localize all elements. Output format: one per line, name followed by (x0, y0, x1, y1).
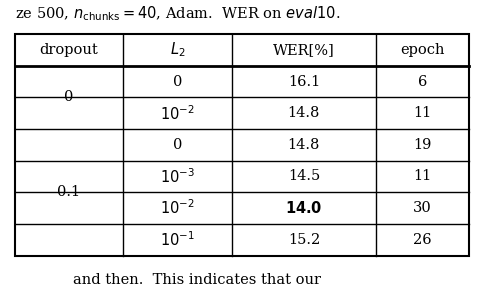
Text: 0: 0 (173, 138, 182, 152)
Text: $L_2$: $L_2$ (170, 41, 185, 59)
Text: 0: 0 (173, 74, 182, 89)
Text: $10^{-1}$: $10^{-1}$ (160, 230, 195, 249)
Text: 14.5: 14.5 (288, 170, 320, 183)
Bar (15, 34, 469, 256)
Text: 14.8: 14.8 (287, 106, 320, 120)
Text: 19: 19 (413, 138, 432, 152)
Text: epoch: epoch (400, 43, 445, 57)
Text: $10^{-2}$: $10^{-2}$ (160, 199, 195, 218)
Text: 0.1: 0.1 (57, 185, 80, 199)
Text: dropout: dropout (40, 43, 98, 57)
Text: 0: 0 (64, 90, 74, 105)
Text: 11: 11 (414, 170, 432, 183)
Text: 16.1: 16.1 (288, 74, 320, 89)
Text: $10^{-3}$: $10^{-3}$ (160, 167, 195, 186)
Text: 26: 26 (413, 233, 432, 247)
Text: 6: 6 (418, 74, 427, 89)
Text: ze 500, $n_{\mathrm{chunks}}=40$, Adam.  WER on $\mathit{eval10}$.: ze 500, $n_{\mathrm{chunks}}=40$, Adam. … (15, 4, 340, 23)
Text: $\mathbf{14.0}$: $\mathbf{14.0}$ (285, 200, 323, 216)
Text: 14.8: 14.8 (287, 138, 320, 152)
Text: WER[%]: WER[%] (273, 43, 335, 57)
Text: 15.2: 15.2 (288, 233, 320, 247)
Text: 11: 11 (414, 106, 432, 120)
Text: and then.  This indicates that our: and then. This indicates that our (73, 273, 320, 284)
Text: 30: 30 (413, 201, 432, 215)
Text: $10^{-2}$: $10^{-2}$ (160, 104, 195, 122)
